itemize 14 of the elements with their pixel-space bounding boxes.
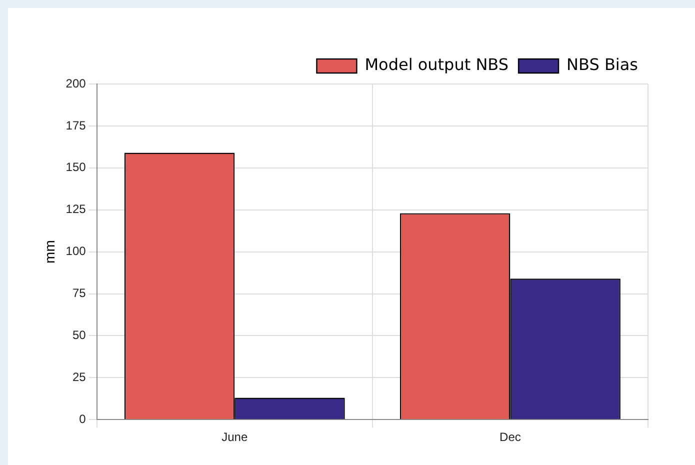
y-tick-label: 75 [72, 286, 86, 300]
y-tick-label: 200 [66, 76, 86, 90]
x-tick-label: June [222, 430, 248, 444]
y-tick-label: 150 [66, 160, 86, 174]
y-tick-label: 100 [66, 244, 86, 258]
y-axis-title: mm [41, 240, 58, 264]
y-tick-label: 25 [72, 370, 86, 384]
y-tick-label: 50 [72, 328, 86, 342]
y-tick-label: 0 [79, 412, 86, 426]
legend-label: Model output NBS [364, 55, 509, 74]
x-tick-label: Dec [500, 430, 521, 444]
legend-label: NBS Bias [566, 55, 638, 74]
y-tick-label: 125 [66, 202, 86, 216]
y-tick-label: 175 [66, 118, 86, 132]
